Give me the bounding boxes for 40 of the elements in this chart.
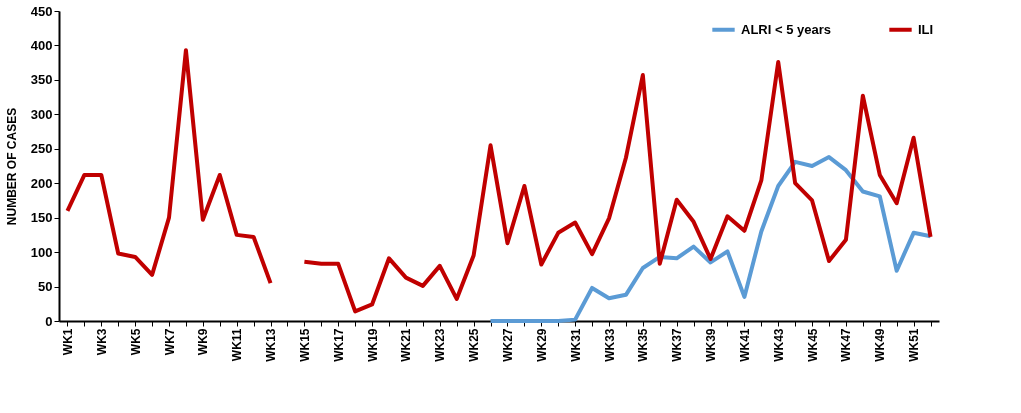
y-tick-label: 150	[30, 210, 53, 226]
x-tick-label: WK47	[839, 328, 854, 362]
x-tick-label: WK37	[670, 328, 685, 362]
y-tick-label: 300	[30, 106, 53, 122]
x-tick-label: WK3	[94, 328, 109, 356]
line-series	[488, 155, 933, 323]
y-tick-label: 100	[30, 244, 53, 260]
y-axis-title: NUMBER OF CASES	[4, 107, 19, 226]
y-tick-label: 200	[30, 175, 53, 191]
y-tick-label: 50	[38, 279, 53, 295]
y-tick-label: 0	[45, 313, 53, 329]
y-tick-label: 250	[30, 141, 53, 157]
legend-label: ALRI < 5 years	[741, 21, 831, 37]
x-tick-label: WK19	[365, 328, 380, 362]
x-tick-label: WK9	[196, 328, 211, 356]
x-tick-label: WK27	[500, 328, 515, 362]
x-tick-label: WK5	[128, 328, 143, 356]
x-tick-label: WK21	[399, 328, 414, 362]
x-tick-label: WK7	[162, 328, 177, 356]
x-tick-label: WK49	[873, 328, 888, 362]
legend-label: ILI	[918, 21, 934, 37]
x-tick-label: WK13	[264, 328, 279, 362]
x-tick-label: WK17	[331, 328, 346, 362]
y-tick-label: 350	[30, 72, 53, 88]
x-tick-label: WK1	[60, 328, 75, 356]
x-tick-label: WK43	[771, 328, 786, 362]
y-tick-label: 450	[30, 3, 53, 19]
x-tick-label: WK29	[534, 328, 549, 362]
x-tick-label: WK45	[805, 328, 820, 362]
x-tick-label: WK15	[297, 328, 312, 362]
x-tick-label: WK39	[704, 328, 719, 362]
x-tick-label: WK31	[568, 328, 583, 362]
x-tick-label: WK11	[230, 328, 245, 362]
y-tick-label: 400	[30, 37, 53, 53]
x-tick-label: WK33	[602, 328, 617, 362]
x-tick-label: WK51	[907, 328, 922, 362]
x-tick-label: WK41	[737, 328, 752, 362]
x-tick-label: WK23	[433, 328, 448, 362]
x-tick-label: WK35	[636, 328, 651, 362]
x-tick-label: WK25	[467, 328, 482, 362]
